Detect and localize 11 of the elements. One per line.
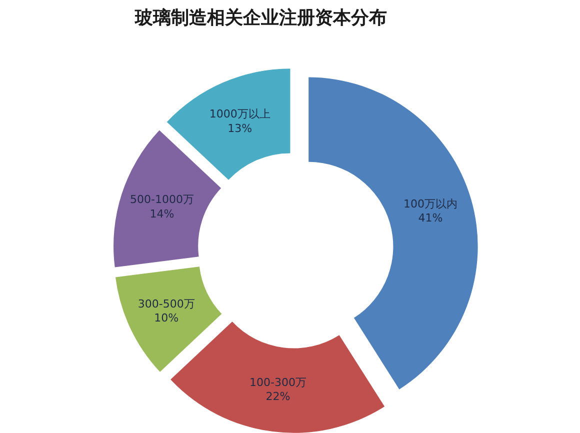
slice-label: 100-300万 (250, 376, 306, 389)
chart-title: 玻璃制造相关企业注册资本分布 (134, 7, 387, 28)
slice-label: 500-1000万 (130, 193, 194, 206)
slice-label: 300-500万 (138, 297, 195, 310)
data-label: 22% (266, 390, 290, 404)
slice-label: 100万以内 (403, 197, 458, 210)
data-label: 41% (418, 212, 443, 225)
data-label: 14% (150, 208, 174, 221)
data-label: 13% (228, 122, 252, 136)
slice-label: 1000万以上 (209, 108, 270, 121)
data-label: 10% (154, 312, 179, 325)
